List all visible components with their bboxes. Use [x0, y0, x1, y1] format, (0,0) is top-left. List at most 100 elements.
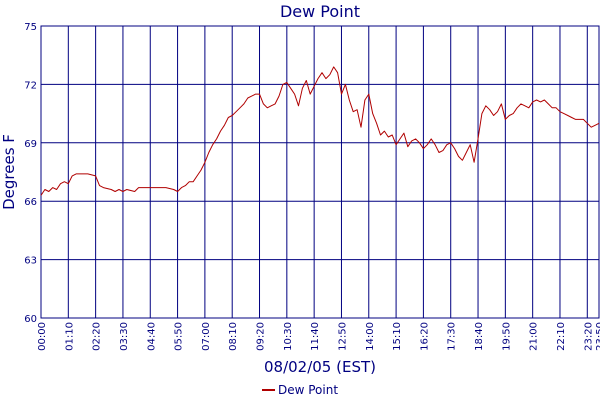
data-point	[157, 186, 160, 189]
series-layer	[39, 66, 600, 197]
data-point	[582, 118, 585, 121]
data-point	[519, 102, 522, 105]
data-point	[492, 114, 495, 117]
data-point	[426, 143, 429, 146]
data-point	[340, 93, 343, 96]
y-tick-label: 60	[24, 314, 37, 325]
data-point	[203, 161, 206, 164]
data-point	[437, 151, 440, 154]
data-point	[383, 130, 386, 133]
data-point	[484, 104, 487, 107]
chart-title: Dew Point	[280, 2, 360, 21]
data-point	[555, 106, 558, 109]
data-point	[176, 190, 179, 193]
data-point	[500, 102, 503, 105]
data-point	[43, 188, 46, 191]
data-point	[98, 184, 101, 187]
data-point	[293, 93, 296, 96]
data-point	[527, 106, 530, 109]
data-point	[223, 124, 226, 127]
data-point	[231, 114, 234, 117]
data-point	[344, 83, 347, 86]
data-point	[94, 174, 97, 177]
data-point	[39, 194, 42, 197]
data-point	[117, 188, 120, 191]
x-tick-label: 14:00	[365, 322, 376, 351]
data-point	[219, 130, 222, 133]
data-point	[199, 169, 202, 172]
data-point	[305, 79, 308, 82]
x-tick-label: 05:50	[174, 322, 185, 351]
data-point	[196, 174, 199, 177]
data-point	[570, 116, 573, 119]
data-point	[324, 77, 327, 80]
data-point	[531, 100, 534, 103]
data-point	[449, 141, 452, 144]
data-point	[387, 135, 390, 138]
x-tick-label: 12:50	[337, 322, 348, 351]
data-point	[262, 102, 265, 105]
data-point	[207, 151, 210, 154]
data-point	[164, 186, 167, 189]
legend: Dew Point	[262, 383, 338, 397]
data-point	[63, 180, 66, 183]
data-point	[102, 186, 105, 189]
data-point	[473, 161, 476, 164]
data-point	[547, 102, 550, 105]
data-point	[512, 112, 515, 115]
x-tick-label: 21:00	[529, 322, 540, 351]
legend-label: Dew Point	[278, 383, 338, 397]
data-point	[78, 172, 81, 175]
x-tick-label: 23:20	[583, 322, 594, 351]
data-point	[410, 139, 413, 142]
data-point	[266, 106, 269, 109]
x-tick-label: 03:30	[119, 322, 130, 351]
x-tick-label: 10:30	[283, 322, 294, 351]
y-tick-label: 72	[24, 80, 37, 91]
data-point	[227, 116, 230, 119]
data-point	[414, 137, 417, 140]
data-point	[258, 93, 261, 96]
x-tick-label: 17:30	[447, 322, 458, 351]
y-axis-label: Degrees F	[0, 134, 18, 210]
x-tick-label: 01:10	[64, 322, 75, 351]
data-point	[86, 172, 89, 175]
data-point	[469, 143, 472, 146]
data-point	[211, 143, 214, 146]
data-point	[504, 118, 507, 121]
data-point	[574, 118, 577, 121]
data-point	[480, 112, 483, 115]
x-tick-label: 08:10	[228, 322, 239, 351]
data-point	[594, 124, 597, 127]
data-point	[348, 98, 351, 101]
data-point	[137, 186, 140, 189]
data-point	[590, 126, 593, 129]
x-tick-label: 22:10	[556, 322, 567, 351]
data-point	[59, 182, 62, 185]
y-tick-label: 63	[24, 256, 37, 267]
data-point	[320, 71, 323, 74]
data-point	[453, 147, 456, 150]
y-tick-label: 75	[24, 22, 37, 33]
x-tick-label: 16:20	[419, 322, 430, 351]
data-point	[188, 180, 191, 183]
data-point	[398, 137, 401, 140]
x-axis-ticks: 00:00 01:10 02:20 03:30 04:40 05:50 07:00 08:10…	[37, 322, 600, 351]
data-point	[242, 102, 245, 105]
data-point	[566, 114, 569, 117]
data-point	[445, 143, 448, 146]
data-point	[395, 143, 398, 146]
data-point	[430, 137, 433, 140]
data-point	[114, 190, 117, 193]
data-point	[274, 102, 277, 105]
data-point	[457, 155, 460, 158]
data-point	[172, 188, 175, 191]
data-point	[110, 188, 113, 191]
data-point	[402, 132, 405, 135]
data-point	[476, 137, 479, 140]
data-point	[67, 182, 70, 185]
data-point	[277, 95, 280, 98]
grid	[40, 25, 600, 319]
data-point	[461, 159, 464, 162]
